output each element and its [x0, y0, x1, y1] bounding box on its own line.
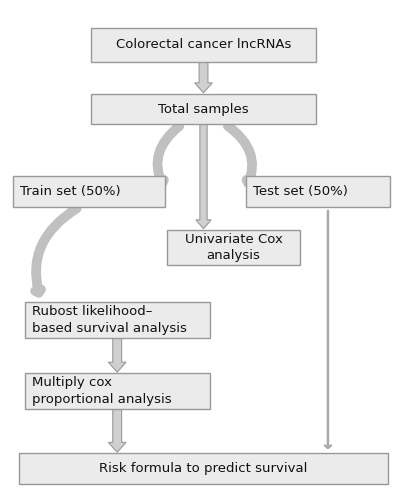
Polygon shape [108, 338, 126, 372]
Text: Train set (50%): Train set (50%) [20, 185, 120, 198]
FancyBboxPatch shape [91, 94, 316, 124]
Text: Rubost likelihood–
based survival analysis: Rubost likelihood– based survival analys… [32, 306, 187, 335]
FancyBboxPatch shape [25, 373, 210, 408]
FancyArrowPatch shape [35, 208, 77, 292]
Text: Total samples: Total samples [158, 102, 249, 116]
FancyBboxPatch shape [19, 453, 388, 484]
Text: Multiply cox
proportional analysis: Multiply cox proportional analysis [32, 376, 172, 406]
FancyBboxPatch shape [91, 28, 316, 62]
Text: Risk formula to predict survival: Risk formula to predict survival [99, 462, 308, 475]
FancyBboxPatch shape [13, 176, 165, 207]
FancyArrowPatch shape [158, 126, 179, 184]
Text: Univariate Cox
analysis: Univariate Cox analysis [185, 233, 282, 262]
Polygon shape [195, 62, 212, 93]
Polygon shape [108, 408, 126, 452]
FancyBboxPatch shape [25, 302, 210, 338]
FancyBboxPatch shape [246, 176, 390, 207]
FancyBboxPatch shape [167, 230, 300, 266]
Polygon shape [196, 124, 211, 228]
FancyArrowPatch shape [228, 126, 252, 184]
Text: Colorectal cancer lncRNAs: Colorectal cancer lncRNAs [116, 38, 291, 52]
Text: Test set (50%): Test set (50%) [253, 185, 348, 198]
